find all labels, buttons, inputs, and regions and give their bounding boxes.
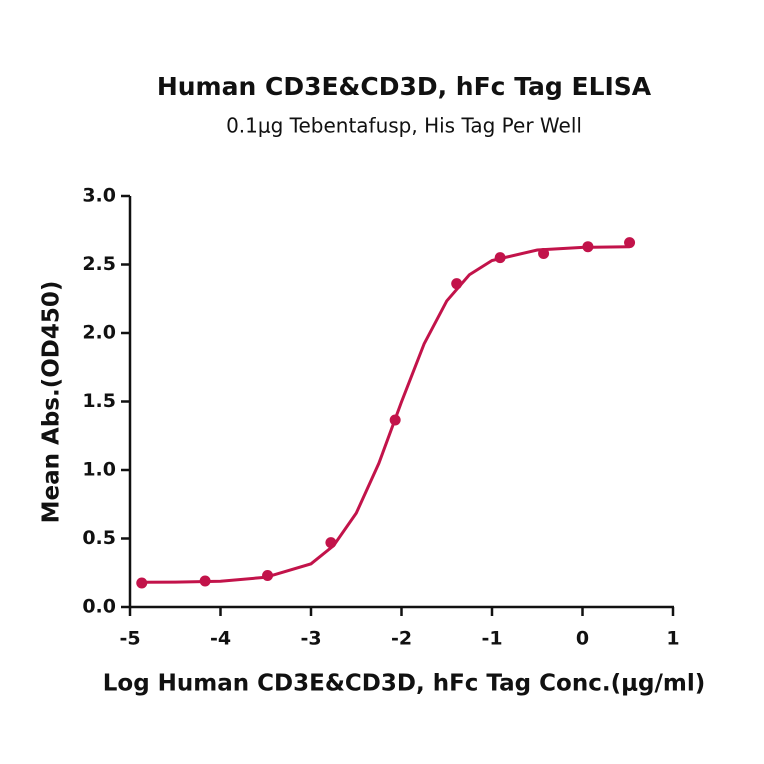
y-tick-label: 2.0 [82,322,116,344]
x-tick-label: -1 [481,628,502,650]
x-tick-label: 1 [666,628,679,650]
fit-curve [141,245,630,584]
chart-subtitle: 0.1μg Tebentafusp, His Tag Per Well [226,114,582,138]
x-axis-label: Log Human CD3E&CD3D, hFc Tag Conc.(μg/ml… [103,671,706,697]
chart-title: Human CD3E&CD3D, hFc Tag ELISA [157,72,652,101]
x-tick-label: -3 [300,628,321,650]
y-tick-label: 1.5 [82,390,116,412]
y-tick-label: 2.5 [82,253,116,275]
x-tick-label: -5 [119,628,140,650]
y-axis-label: Mean Abs.(OD450) [39,281,65,524]
y-tick-label: 0.0 [82,596,116,618]
x-tick-label: -4 [210,628,231,650]
y-tick-label: 3.0 [82,185,116,207]
data-point [136,577,148,589]
x-tick-label: -2 [391,628,412,650]
y-tick-label: 0.5 [82,527,116,549]
x-tick-label: 0 [576,628,589,650]
y-tick-label: 1.0 [82,459,116,481]
